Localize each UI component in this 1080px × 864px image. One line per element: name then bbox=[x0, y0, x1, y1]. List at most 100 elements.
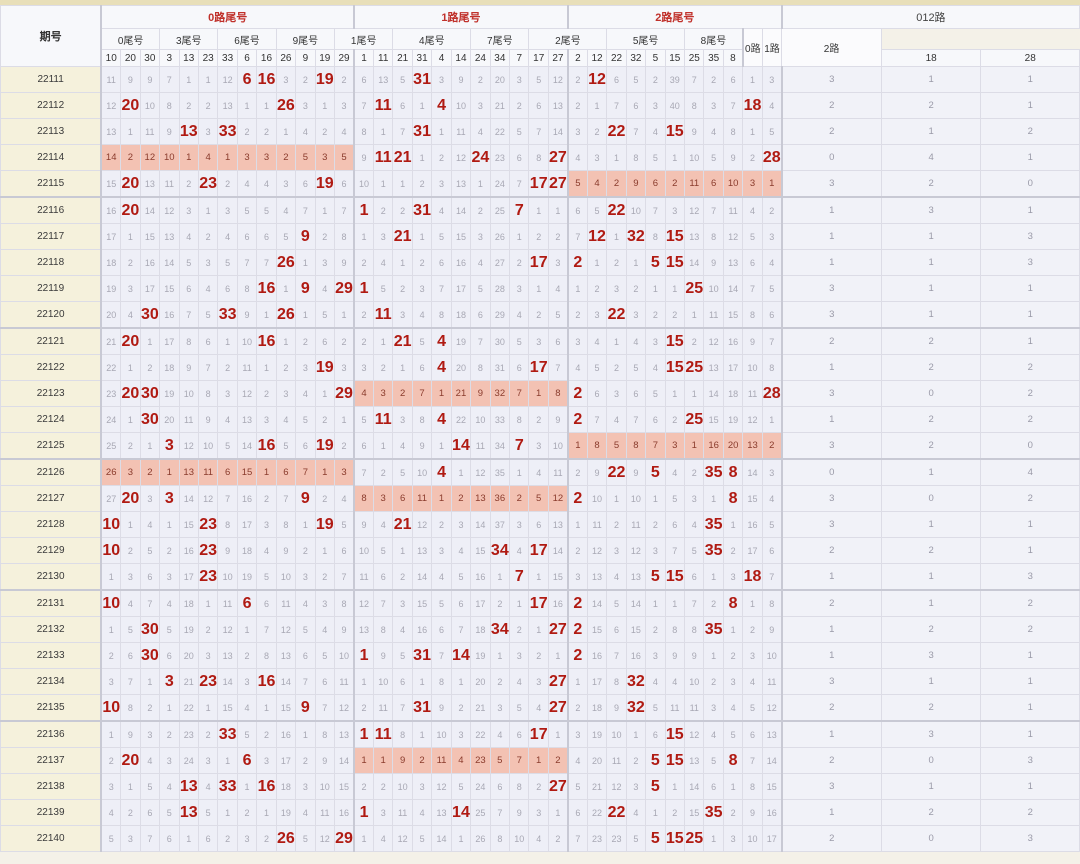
band-cell: 6 bbox=[217, 458, 238, 486]
omission-cell: 13 bbox=[761, 720, 783, 748]
omission-cell: 6 bbox=[431, 249, 452, 276]
table-row: 22115 15 20 13 11 2 23 2 4 4 3 6 19 6 10 1 1 2 3 13 1 24 7 17 27… bbox=[0, 170, 1080, 198]
omission-cell: 2 bbox=[353, 301, 374, 329]
omission-cell: 1 bbox=[489, 642, 511, 669]
road-count-cell: 1 bbox=[880, 668, 982, 695]
band-cell: 2 bbox=[509, 485, 530, 512]
hit-number-cell: 27 bbox=[547, 144, 569, 171]
road-count-cell: 1 bbox=[780, 223, 882, 250]
omission-cell: 13 bbox=[547, 92, 569, 119]
hit-number-cell: 32 bbox=[625, 668, 647, 695]
omission-cell: 9 bbox=[684, 642, 705, 669]
road-count-cell: 1 bbox=[980, 720, 1080, 748]
omission-cell: 11 bbox=[742, 380, 763, 407]
omission-cell: 1 bbox=[722, 773, 744, 800]
hit-number-cell: 15 bbox=[664, 825, 686, 852]
omission-cell: 4 bbox=[139, 511, 161, 538]
omission-cell: 3 bbox=[275, 380, 297, 407]
omission-cell: 1 bbox=[528, 563, 549, 591]
omission-cell: 4 bbox=[217, 406, 238, 433]
band-cell: 21 bbox=[450, 380, 472, 407]
omission-cell: 15 bbox=[100, 170, 122, 198]
omission-cell: 7 bbox=[256, 616, 277, 643]
hit-number-cell: 7 bbox=[509, 432, 530, 460]
omission-cell: 2 bbox=[566, 301, 588, 329]
hit-number-cell: 27 bbox=[547, 170, 569, 198]
omission-cell: 6 bbox=[353, 66, 374, 93]
road-count-cell: 1 bbox=[980, 694, 1080, 722]
hit-number-cell: 30 bbox=[139, 642, 161, 669]
omission-cell: 2 bbox=[275, 354, 297, 381]
omission-cell: 10 bbox=[606, 720, 627, 748]
omission-cell: 10 bbox=[625, 485, 647, 512]
omission-cell: 1 bbox=[645, 275, 666, 302]
omission-cell: 1 bbox=[217, 327, 238, 355]
omission-cell: 1 bbox=[586, 249, 608, 276]
omission-cell: 16 bbox=[625, 642, 647, 669]
omission-cell: 28 bbox=[489, 275, 511, 302]
omission-cell: 16 bbox=[547, 589, 569, 617]
hit-number-cell: 6 bbox=[236, 747, 258, 774]
omission-cell: 1 bbox=[606, 327, 627, 355]
omission-cell: 3 bbox=[645, 327, 666, 355]
hit-number-cell: 19 bbox=[314, 354, 336, 381]
omission-cell: 12 bbox=[275, 616, 297, 643]
omission-cell: 17 bbox=[722, 354, 744, 381]
road-count-cell: 2 bbox=[980, 616, 1080, 643]
band-cell: 13 bbox=[470, 485, 491, 512]
omission-cell: 3 bbox=[586, 144, 608, 171]
omission-cell: 3 bbox=[372, 223, 394, 250]
omission-cell: 3 bbox=[566, 563, 588, 591]
road-count-cell: 2 bbox=[880, 616, 982, 643]
band-cell: 3 bbox=[742, 170, 763, 198]
period-cell: 22120 bbox=[0, 301, 102, 329]
omission-cell: 16 bbox=[159, 301, 180, 329]
omission-cell: 4 bbox=[256, 537, 277, 564]
omission-cell: 3 bbox=[295, 563, 316, 591]
road-count-cell: 1 bbox=[780, 354, 882, 381]
omission-cell: 15 bbox=[178, 511, 199, 538]
omission-cell: 10 bbox=[334, 642, 355, 669]
omission-cell: 37 bbox=[489, 511, 511, 538]
omission-cell: 9 bbox=[450, 66, 472, 93]
omission-cell: 3 bbox=[120, 563, 141, 591]
omission-cell: 4 bbox=[470, 118, 491, 145]
omission-cell: 7 bbox=[236, 249, 258, 276]
omission-cell: 3 bbox=[256, 747, 277, 774]
omission-cell: 3 bbox=[645, 642, 666, 669]
omission-cell: 1 bbox=[392, 537, 413, 564]
omission-cell: 1 bbox=[178, 825, 199, 852]
omission-cell: 8 bbox=[236, 275, 258, 302]
hit-number-cell: 20 bbox=[120, 92, 141, 119]
omission-cell: 13 bbox=[684, 223, 705, 250]
omission-cell: 2 bbox=[528, 223, 549, 250]
omission-cell: 22 bbox=[470, 720, 491, 748]
omission-cell: 5 bbox=[392, 458, 413, 486]
number-header: 19 bbox=[314, 49, 336, 67]
omission-cell: 1 bbox=[100, 616, 122, 643]
omission-cell: 2 bbox=[314, 223, 336, 250]
omission-cell: 7 bbox=[509, 170, 530, 198]
omission-cell: 8 bbox=[761, 354, 783, 381]
omission-cell: 1 bbox=[703, 642, 724, 669]
period-cell: 22111 bbox=[0, 66, 102, 93]
omission-cell: 1 bbox=[566, 668, 588, 695]
hit-number-cell: 4 bbox=[431, 327, 452, 355]
omission-cell: 2 bbox=[353, 694, 374, 722]
omission-cell: 5 bbox=[625, 66, 647, 93]
omission-cell: 7 bbox=[606, 92, 627, 119]
omission-cell: 2 bbox=[606, 249, 627, 276]
omission-cell: 3 bbox=[528, 799, 549, 826]
omission-cell: 2 bbox=[314, 485, 336, 512]
hit-number-cell: 21 bbox=[392, 327, 413, 355]
omission-cell: 15 bbox=[275, 694, 297, 722]
hit-number-cell: 21 bbox=[392, 144, 413, 171]
omission-cell: 15 bbox=[547, 563, 569, 591]
omission-cell: 6 bbox=[256, 223, 277, 250]
omission-cell: 1 bbox=[509, 458, 530, 486]
omission-cell: 16 bbox=[450, 249, 472, 276]
omission-cell: 18 bbox=[470, 616, 491, 643]
omission-cell: 4 bbox=[606, 406, 627, 433]
band-cell: 12 bbox=[547, 485, 569, 512]
omission-cell: 11 bbox=[275, 589, 297, 617]
